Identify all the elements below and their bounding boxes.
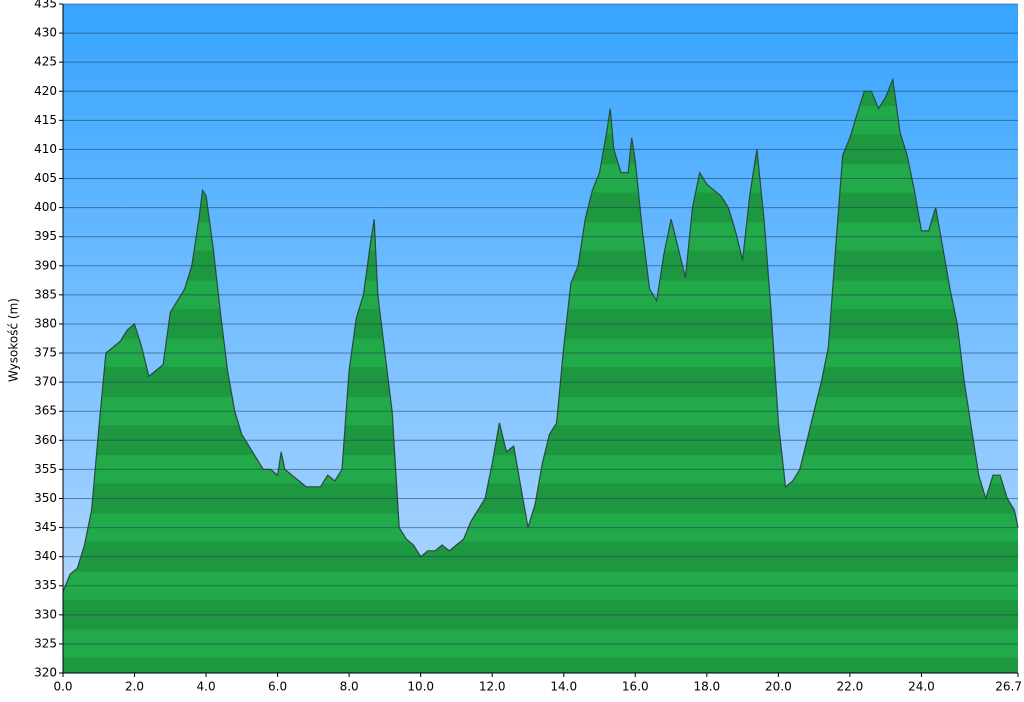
y-tick-label: 405: [34, 171, 57, 185]
y-tick-label: 435: [34, 0, 57, 11]
x-tick-label: 2.0: [125, 680, 144, 694]
x-tick-label: 22.0: [837, 680, 864, 694]
x-tick-label: 0.0: [53, 680, 72, 694]
y-tick-label: 375: [34, 346, 57, 360]
x-tick-label: 14.0: [550, 680, 577, 694]
y-tick-label: 395: [34, 229, 57, 243]
y-tick-label: 370: [34, 375, 57, 389]
elevation-line: [62, 77, 1019, 592]
y-tick-label: 330: [34, 607, 57, 621]
y-tick-label: 420: [34, 84, 57, 98]
y-tick-label: 425: [34, 55, 57, 69]
x-tick-label: 8.0: [340, 680, 359, 694]
x-tick-label: 4.0: [197, 680, 216, 694]
y-tick-label: 360: [34, 433, 57, 447]
y-tick-label: 415: [34, 113, 57, 127]
y-tick-label: 340: [34, 549, 57, 563]
y-tick-label: 320: [34, 666, 57, 680]
x-tick-label: 24.0: [908, 680, 935, 694]
y-tick-label: 345: [34, 520, 57, 534]
y-tick-label: 400: [34, 200, 57, 214]
y-tick-label: 385: [34, 287, 57, 301]
x-tick-label: 26.7: [995, 680, 1022, 694]
y-tick-label: 380: [34, 316, 57, 330]
x-tick-label: 16.0: [622, 680, 649, 694]
y-tick-label: 430: [34, 26, 57, 40]
x-tick-label: 10.0: [407, 680, 434, 694]
y-tick-label: 410: [34, 142, 57, 156]
y-axis-label: Wysokość (m): [7, 298, 21, 382]
y-tick-label: 365: [34, 404, 57, 418]
x-tick-label: 20.0: [765, 680, 792, 694]
y-tick-label: 335: [34, 578, 57, 592]
x-tick-label: 6.0: [268, 680, 287, 694]
y-tick-label: 390: [34, 258, 57, 272]
y-tick-label: 355: [34, 462, 57, 476]
elevation-area: [63, 79, 1018, 674]
x-tick-label: 12.0: [479, 680, 506, 694]
y-tick-label: 325: [34, 636, 57, 650]
x-tick-label: 18.0: [693, 680, 720, 694]
y-tick-label: 350: [34, 491, 57, 505]
